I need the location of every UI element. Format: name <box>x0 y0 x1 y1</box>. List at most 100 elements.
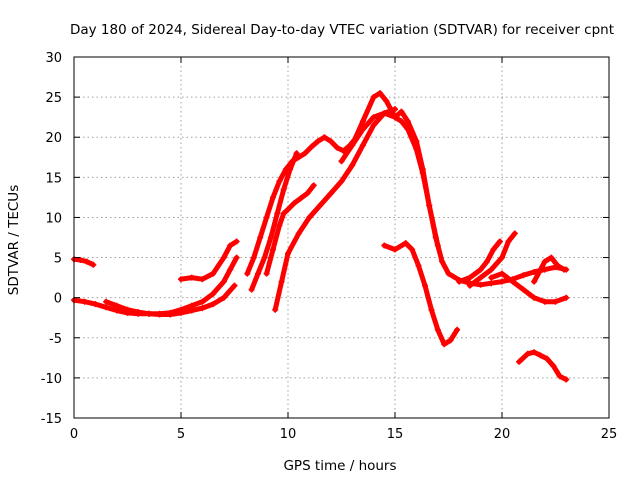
data-point-arc-3 <box>199 305 206 312</box>
x-tick-label: 5 <box>177 427 185 442</box>
data-point-arc-8 <box>359 142 366 149</box>
data-point-arc-5 <box>327 138 334 145</box>
y-tick-label: 30 <box>45 51 62 66</box>
data-point-arc-10 <box>349 142 356 149</box>
data-point-arc-5 <box>270 194 276 201</box>
data-point-arc-8 <box>338 178 345 185</box>
data-point-arc-13 <box>511 230 518 237</box>
data-point-arc-3 <box>135 309 142 316</box>
data-point-arc-8 <box>317 202 324 209</box>
data-point-arc-9 <box>338 158 345 165</box>
data-point-arc-2 <box>227 266 234 273</box>
data-point-arc-2 <box>103 304 110 311</box>
data-point-arc-13 <box>466 282 473 289</box>
data-point-arc-10 <box>419 166 426 173</box>
data-point-arc-10 <box>370 114 377 121</box>
data-point-arc-3 <box>231 282 238 289</box>
data-point-arc-5 <box>257 234 264 241</box>
data-point-arc-9 <box>439 258 446 265</box>
data-point-arc-8 <box>370 122 377 129</box>
y-tick-label: 20 <box>45 131 62 146</box>
data-point-arc-5 <box>276 178 283 185</box>
data-point-arc-11 <box>454 326 461 333</box>
data-point-arc-4 <box>178 276 184 283</box>
y-tick-label: 5 <box>54 252 62 267</box>
y-tick-label: -5 <box>49 332 62 347</box>
data-point-arc-16 <box>516 358 523 365</box>
data-point-arc-5 <box>308 143 315 150</box>
data-point-arc-2 <box>81 298 88 305</box>
data-point-arc-11 <box>402 240 409 247</box>
data-point-arc-11 <box>434 326 441 333</box>
data-point-arc-14 <box>499 270 505 277</box>
data-point-arc-7 <box>263 270 270 277</box>
data-point-arc-6 <box>293 150 300 157</box>
data-point-arc-8 <box>327 190 334 197</box>
data-point-arc-16 <box>550 362 557 369</box>
y-axis-label: SDTVAR / TECUs <box>6 185 22 295</box>
x-tick-label: 10 <box>280 427 297 442</box>
data-point-arc-10 <box>381 110 388 117</box>
data-point-arc-11 <box>409 246 416 253</box>
data-point-arc-11 <box>441 341 448 348</box>
data-point-arc-3 <box>210 301 217 308</box>
data-point-arc-12 <box>490 246 497 253</box>
series-trail-arc-1 <box>71 256 96 268</box>
data-point-arc-11 <box>422 282 428 289</box>
data-point-arc-15 <box>541 258 548 265</box>
data-point-arc-10 <box>398 108 405 115</box>
data-point-arc-7 <box>291 200 298 206</box>
data-point-arc-12 <box>484 258 490 265</box>
series-trail-arc-13 <box>467 231 518 289</box>
data-point-arc-6 <box>255 270 261 277</box>
data-point-arc-3 <box>124 306 131 313</box>
data-point-arc-16 <box>531 349 538 356</box>
data-point-arc-14 <box>563 294 570 301</box>
data-point-arc-12 <box>466 274 473 281</box>
data-point-arc-3 <box>103 298 110 305</box>
data-point-arc-9 <box>383 98 390 105</box>
data-point-arc-2 <box>92 301 99 308</box>
x-axis-label: GPS time / hours <box>283 458 396 474</box>
data-point-arc-16 <box>537 352 544 359</box>
data-point-arc-12 <box>477 266 484 273</box>
y-tick-label: 10 <box>45 211 62 226</box>
data-point-arc-5 <box>334 144 341 151</box>
data-point-arc-14 <box>488 274 495 281</box>
y-tick-label: -10 <box>41 372 62 387</box>
x-tick-label: 25 <box>601 427 618 442</box>
data-point-arc-15 <box>548 254 555 261</box>
data-points <box>71 90 570 383</box>
data-point-arc-1 <box>83 258 90 265</box>
data-point-arc-6 <box>261 254 268 261</box>
data-point-arc-13 <box>505 238 512 245</box>
data-point-arc-8 <box>278 278 285 285</box>
data-point-arc-3 <box>220 294 227 301</box>
data-point-arc-2 <box>220 278 227 285</box>
data-point-arc-7 <box>276 222 283 229</box>
data-point-arc-6 <box>274 210 281 217</box>
data-point-arc-10 <box>359 126 366 133</box>
data-point-arc-2 <box>233 254 240 261</box>
data-point-arc-8 <box>285 250 291 257</box>
data-point-arc-7 <box>285 206 291 213</box>
data-point-arc-11 <box>392 246 398 253</box>
data-point-arc-9 <box>488 280 495 287</box>
data-point-arc-16 <box>524 350 531 357</box>
data-point-arc-5 <box>315 138 321 145</box>
data-point-arc-14 <box>520 286 527 293</box>
y-tick-label: -15 <box>41 412 62 427</box>
x-tick-label: 0 <box>70 427 78 442</box>
data-point-arc-7 <box>280 210 287 217</box>
data-point-arc-8 <box>272 306 279 313</box>
data-point-arc-13 <box>499 254 505 261</box>
data-point-arc-6 <box>287 166 294 173</box>
data-point-arc-3 <box>188 307 195 314</box>
data-point-arc-3 <box>113 302 120 309</box>
data-point-arc-2 <box>199 298 206 305</box>
data-point-arc-5 <box>250 254 257 261</box>
data-point-arc-15 <box>554 262 561 269</box>
data-point-arc-9 <box>398 118 405 125</box>
data-point-arc-16 <box>563 376 570 383</box>
